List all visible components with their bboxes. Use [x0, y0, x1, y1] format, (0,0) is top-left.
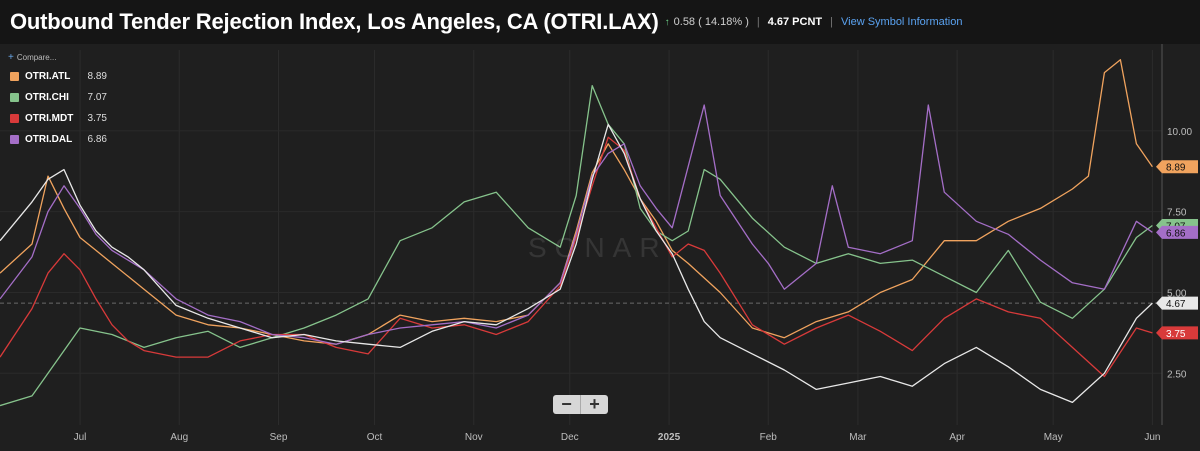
- legend-value: 8.89: [87, 71, 107, 82]
- legend-name: OTRI.ATL: [25, 71, 71, 82]
- x-tick-label: Dec: [561, 432, 579, 443]
- view-symbol-info-link[interactable]: View Symbol Information: [841, 16, 963, 28]
- last-value-tag-label: 3.75: [1166, 329, 1186, 340]
- chart-area: [0, 44, 1200, 451]
- plus-icon: +: [589, 395, 600, 414]
- x-tick-label: Nov: [465, 432, 483, 443]
- last-value-tag-shape: [1156, 296, 1198, 310]
- legend-value: 7.07: [87, 92, 107, 103]
- change-value: 0.58 ( 14.18% ): [673, 16, 749, 28]
- x-tick-label: Apr: [949, 432, 965, 443]
- divider: |: [830, 16, 833, 28]
- y-tick-label: 7.50: [1167, 208, 1187, 219]
- y-tick-label: 10.00: [1167, 127, 1192, 138]
- last-value: 4.67 PCNT: [767, 16, 823, 28]
- sonar-watermark: SONAR: [528, 232, 668, 263]
- x-tick-label: Feb: [760, 432, 778, 443]
- last-value-tag-label: 4.67: [1166, 299, 1186, 310]
- x-tick-label: Aug: [170, 432, 188, 443]
- last-value-tag-label: 8.89: [1166, 163, 1186, 174]
- legend-name: OTRI.MDT: [25, 113, 74, 124]
- quote-info: ↑ 0.58 ( 14.18% ) | 4.67 PCNT | View Sym…: [665, 16, 963, 28]
- last-value-tag-label: 6.86: [1166, 228, 1186, 239]
- legend-item-dal[interactable]: OTRI.DAL 6.86: [10, 129, 107, 150]
- chart-title: Outbound Tender Rejection Index, Los Ang…: [10, 9, 659, 34]
- legend-value: 6.86: [87, 134, 107, 145]
- legend-swatch: [10, 72, 19, 81]
- x-tick-label: Jun: [1144, 432, 1160, 443]
- x-tick-label: Mar: [849, 432, 867, 443]
- up-arrow-icon: ↑: [664, 16, 670, 28]
- compare-label: Compare...: [16, 53, 57, 62]
- legend-item-atl[interactable]: OTRI.ATL 8.89: [10, 66, 107, 87]
- plus-icon: +: [8, 52, 14, 63]
- compare-button[interactable]: + Compare...: [8, 52, 56, 63]
- legend-name: OTRI.CHI: [25, 92, 69, 103]
- zoom-in-button[interactable]: +: [580, 395, 608, 414]
- x-tick-label: Sep: [270, 432, 288, 443]
- chart-header: Outbound Tender Rejection Index, Los Ang…: [0, 0, 1200, 44]
- last-value-tag: 4.67: [1156, 296, 1198, 310]
- x-tick-label: Jul: [74, 432, 87, 443]
- y-tick-label: 5.00: [1167, 288, 1187, 299]
- divider: |: [756, 16, 760, 28]
- x-tick-label: Oct: [367, 432, 383, 443]
- legend-swatch: [10, 114, 19, 123]
- legend-swatch: [10, 93, 19, 102]
- legend-name: OTRI.DAL: [25, 134, 73, 145]
- series-line-otri-dal: [0, 104, 1153, 345]
- minus-icon: −: [561, 395, 572, 414]
- x-tick-label: 2025: [658, 432, 681, 443]
- zoom-out-button[interactable]: −: [553, 395, 580, 414]
- last-value-tag-shape: [1156, 160, 1198, 174]
- last-value-tag-shape: [1156, 225, 1198, 239]
- legend: OTRI.ATL 8.89 OTRI.CHI 7.07 OTRI.MDT 3.7…: [10, 66, 107, 150]
- series-line-otri-atl: [0, 59, 1153, 345]
- series-line-otri-lax: [0, 123, 1153, 404]
- legend-swatch: [10, 135, 19, 144]
- zoom-controls: − +: [553, 395, 608, 414]
- legend-item-mdt[interactable]: OTRI.MDT 3.75: [10, 108, 107, 129]
- x-tick-label: May: [1044, 432, 1063, 443]
- legend-value: 3.75: [87, 113, 107, 124]
- last-value-tag-shape: [1156, 326, 1198, 340]
- last-value-tag: 6.86: [1156, 225, 1198, 239]
- legend-item-chi[interactable]: OTRI.CHI 7.07: [10, 87, 107, 108]
- last-value-tag: 3.75: [1156, 326, 1198, 340]
- y-tick-label: 2.50: [1167, 369, 1187, 380]
- last-value-tag: 8.89: [1156, 160, 1198, 174]
